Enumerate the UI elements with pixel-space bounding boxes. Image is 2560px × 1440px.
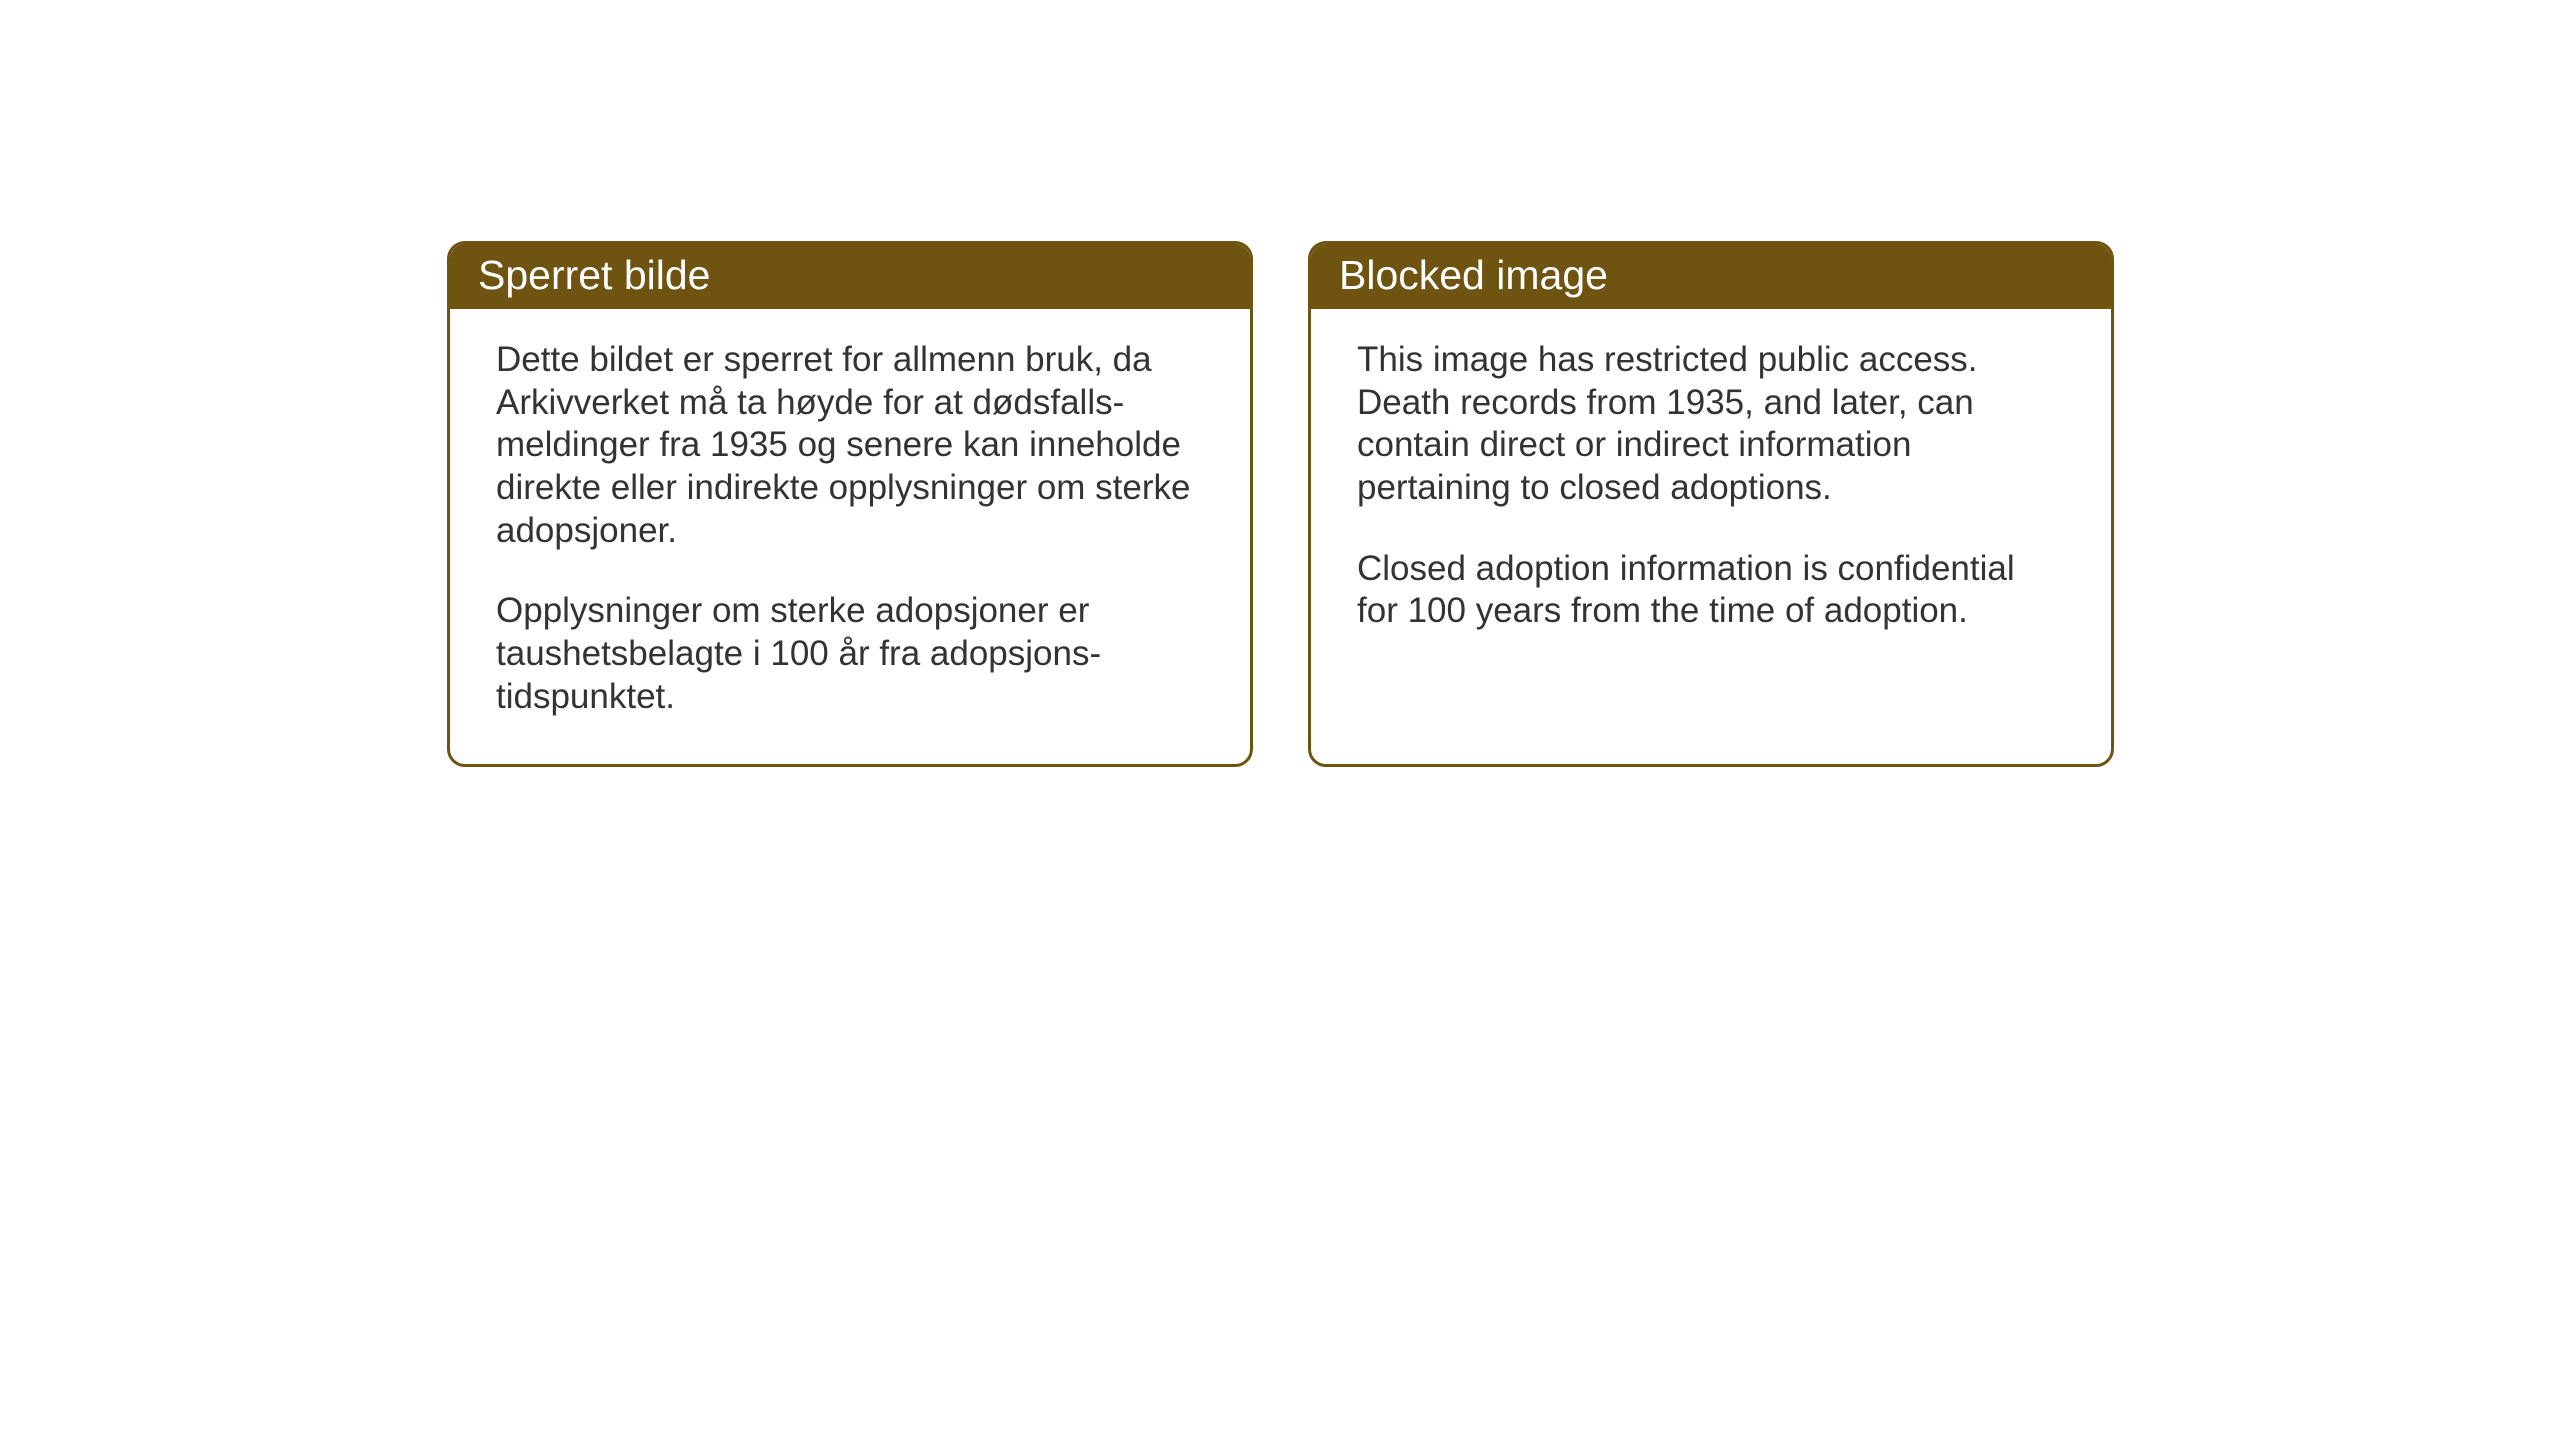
card-body-norwegian: Dette bildet er sperret for allmenn bruk… xyxy=(450,309,1250,764)
paragraph-1-norwegian: Dette bildet er sperret for allmenn bruk… xyxy=(496,339,1204,552)
paragraph-2-norwegian: Opplysninger om sterke adopsjoner er tau… xyxy=(496,590,1204,718)
notice-card-norwegian: Sperret bilde Dette bildet er sperret fo… xyxy=(447,241,1253,767)
notice-card-english: Blocked image This image has restricted … xyxy=(1308,241,2114,767)
card-title-norwegian: Sperret bilde xyxy=(478,252,710,298)
card-body-english: This image has restricted public access.… xyxy=(1311,309,2111,678)
card-header-norwegian: Sperret bilde xyxy=(450,244,1250,309)
card-header-english: Blocked image xyxy=(1311,244,2111,309)
card-title-english: Blocked image xyxy=(1339,252,1608,298)
paragraph-2-english: Closed adoption information is confident… xyxy=(1357,548,2065,633)
paragraph-1-english: This image has restricted public access.… xyxy=(1357,339,2065,510)
notice-container: Sperret bilde Dette bildet er sperret fo… xyxy=(447,241,2114,767)
